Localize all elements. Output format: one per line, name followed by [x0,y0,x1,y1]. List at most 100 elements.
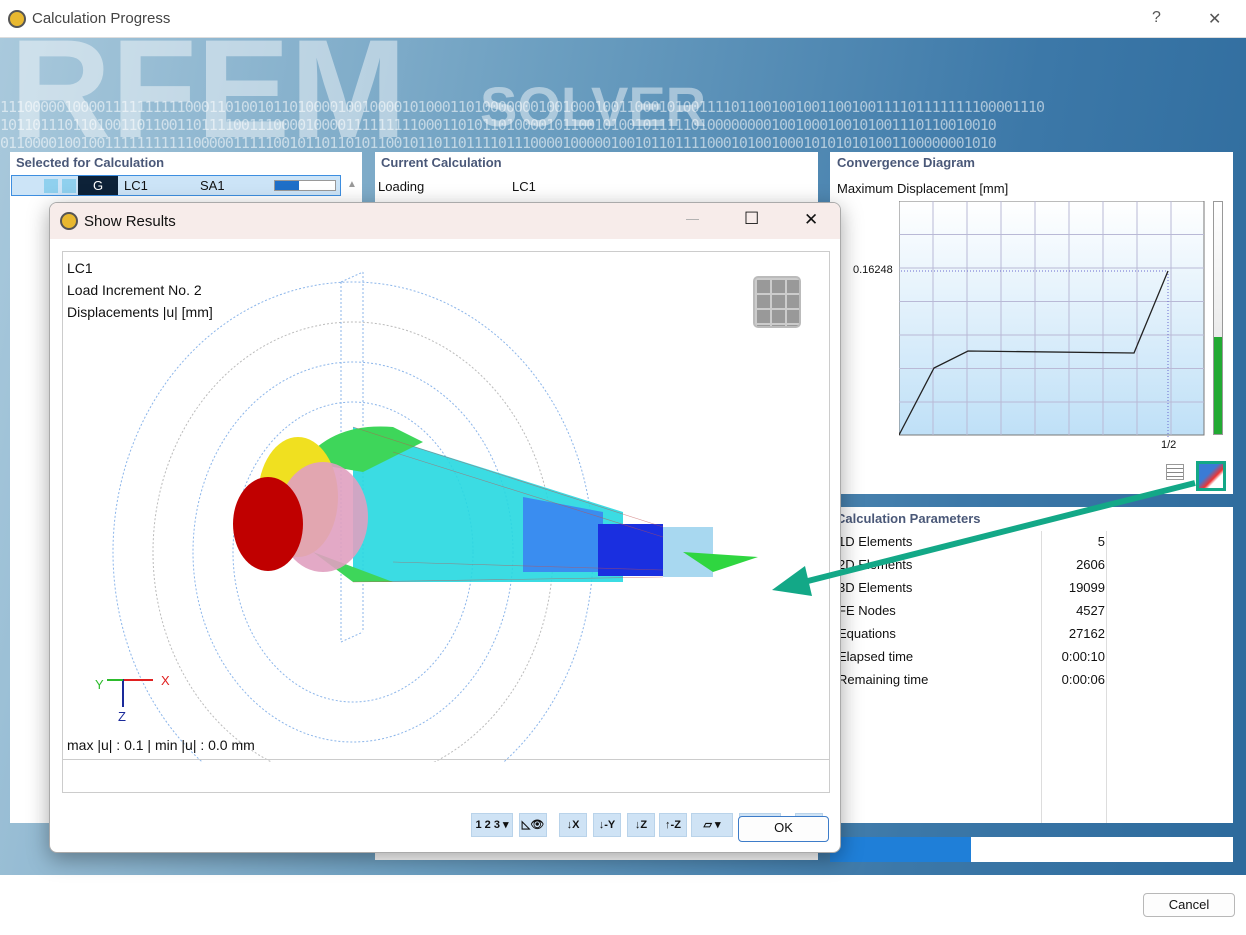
param-row: Remaining time 0:00:06 [830,669,1233,692]
support-plane [683,552,758,572]
level-fill [1214,336,1222,434]
status-cell [62,179,76,193]
axis-triad: X Y Z [93,667,173,727]
param-value: 5 [1097,534,1105,549]
param-value: 2606 [1076,557,1105,572]
binary-decoration: 1110000010000111111111100011010010110100… [0,98,1045,116]
row-progress-fill [275,181,299,190]
param-value: 27162 [1068,626,1105,641]
level-bar [1213,201,1223,435]
params-title: Calculation Parameters [836,511,981,526]
cone-segment [523,497,603,572]
plot-area [899,201,1205,436]
cone-upper [303,426,423,472]
show-results-icon[interactable] [1196,461,1226,491]
render-mode-icon[interactable]: ▱ ▾ [691,813,733,837]
viewport-divider [63,759,829,760]
view-minus-y-icon[interactable]: ↓-Y [593,813,621,837]
selected-row[interactable]: G LC1 SA1 [11,175,341,196]
view-minus-z-icon[interactable]: ↑-Z [659,813,687,837]
title-bar: Calculation Progress ? ✕ [0,0,1246,38]
type-cell: G [78,176,118,195]
footer: Cancel [0,875,1246,935]
convergence-chart [899,201,1205,437]
param-row: 1D Elements 5 [830,531,1233,554]
row-progress-bar [274,180,336,191]
binary-decoration: 1011011101101001101100110111100111000010… [0,116,997,134]
x-axis-arrow [123,679,153,681]
view-settings-icon[interactable]: ◺👁 [519,813,547,837]
viewport-info: LC1 Load Increment No. 2 Displacements |… [67,257,213,323]
param-value: 0:00:06 [1061,672,1105,687]
scroll-up-arrow[interactable]: ▲ [347,179,357,190]
minimize-button[interactable]: — [686,211,699,226]
cancel-button[interactable]: Cancel [1143,893,1235,917]
overall-progress-bar [830,837,1233,862]
results-viewport[interactable]: LC1 Load Increment No. 2 Displacements |… [62,251,830,837]
param-row: 3D Elements 19099 [830,577,1233,600]
numbering-icon[interactable]: 1 2 3 ▾ [471,813,513,837]
selected-title: Selected for Calculation [16,155,165,170]
analysis-cell: SA1 [200,178,225,193]
binary-decoration: 0110000100100111111111110000011111001011… [0,134,997,152]
param-row: Elapsed time 0:00:10 [830,646,1233,669]
window-title: Calculation Progress [32,10,171,27]
close-button[interactable]: ✕ [1208,11,1222,28]
param-label: FE Nodes [838,603,896,618]
table-icon[interactable] [1166,464,1184,480]
red-disk [233,477,303,571]
brand-solver: SOLVER [480,75,707,138]
params-panel: Calculation Parameters 1D Elements 5 2D El… [830,507,1233,823]
dialog-icon [60,212,78,230]
convergence-panel: Convergence Diagram Maximum Displacement… [830,152,1233,494]
param-row: Equations 27162 [830,623,1233,646]
view-z-icon[interactable]: ↓Z [627,813,655,837]
view-x-icon[interactable]: ↓X [559,813,587,837]
z-axis-arrow [122,679,124,707]
pink-hub [278,462,368,572]
status-cell [44,179,58,193]
convergence-title: Convergence Diagram [837,155,975,170]
increment-label: Load Increment No. 2 [67,282,202,298]
app-icon [8,10,26,28]
dialog-close-button[interactable]: ✕ [804,210,819,229]
loading-cell: LC1 [124,178,148,193]
param-row: 2D Elements 2606 [830,554,1233,577]
extremes-label: max |u| : 0.1 | min |u| : 0.0 mm [67,737,255,753]
y-axis-label: Y [95,677,104,692]
help-button[interactable]: ? [1152,9,1161,26]
y-tick-label: 0.16248 [853,264,893,276]
z-axis-label: Z [118,709,126,724]
view-cube-icon[interactable] [753,276,801,328]
brand-rfem: RFEM [10,38,407,167]
convergence-line [899,270,1169,436]
param-label: Equations [838,626,896,641]
param-label: Elapsed time [838,649,914,664]
convergence-ylabel: Maximum Displacement [mm] [837,181,1009,196]
param-row: FE Nodes 4527 [830,600,1233,623]
params-divider [1106,531,1107,823]
x-tick-label: 1/2 [1161,439,1177,451]
params-divider [1041,531,1042,823]
current-value: LC1 [512,179,536,194]
ok-button[interactable]: OK [738,816,829,842]
param-label: Remaining time [838,672,929,687]
current-title: Current Calculation [381,155,502,170]
end-cylinder [663,527,713,577]
dialog-title-bar: Show Results — ☐ ✕ [50,203,840,239]
blue-ring [598,524,663,576]
dialog-title: Show Results [84,213,176,230]
current-label: Loading [378,179,425,194]
param-value: 0:00:10 [1061,649,1105,664]
result-type-label: Displacements |u| [mm] [67,304,213,320]
param-label: 1D Elements [838,534,913,549]
param-label: 2D Elements [838,557,913,572]
maximize-button[interactable]: ☐ [744,209,760,228]
grid [899,201,1204,435]
param-value: 4527 [1076,603,1105,618]
y-axis-arrow [107,679,123,681]
show-results-dialog: Show Results — ☐ ✕ LC1 Load Increment No… [49,202,841,853]
loading-label: LC1 [67,260,93,276]
param-value: 19099 [1068,580,1105,595]
model-view [112,271,758,762]
